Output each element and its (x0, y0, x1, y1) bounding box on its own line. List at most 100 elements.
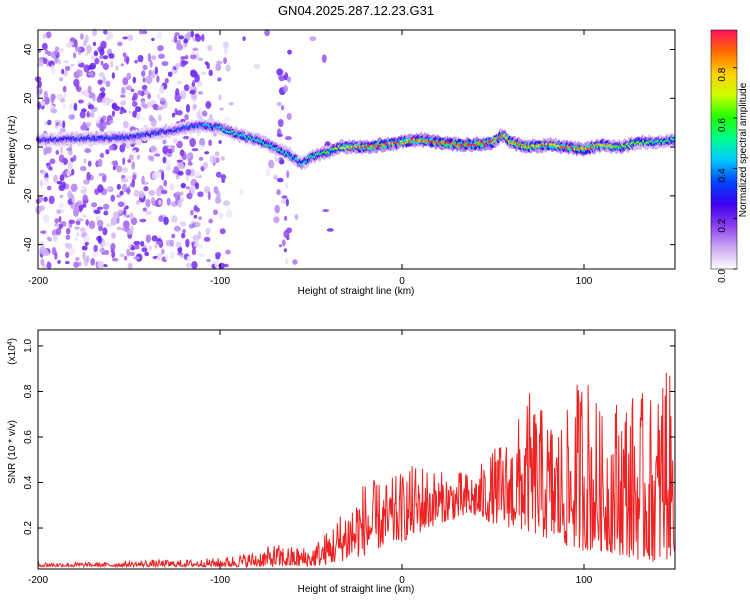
heatmap-cell (200, 71, 207, 75)
heatmap-cell (81, 245, 88, 251)
heatmap-cell (92, 41, 97, 47)
heatmap-cell (176, 140, 183, 149)
heatmap-cell (102, 55, 109, 60)
heatmap-cell (134, 59, 139, 64)
colorbar-label: Normalized spectral amplitude (738, 82, 749, 217)
heatmap-cell (121, 167, 128, 173)
heatmap-cell (100, 91, 106, 98)
heatmap-cell (56, 180, 63, 185)
spectrogram-frame (37, 29, 676, 270)
heatmap-cell (182, 229, 187, 234)
heatmap-cell (142, 103, 148, 109)
heatmap-cell (45, 31, 52, 39)
heatmap-cell (82, 203, 87, 208)
heatmap-cell (120, 94, 126, 98)
heatmap-cell (122, 220, 130, 229)
heatmap-cell (221, 179, 225, 183)
heatmap-cell (185, 238, 190, 248)
heatmap-cell (207, 191, 211, 201)
heatmap-cell (68, 114, 75, 120)
heatmap-cell (197, 191, 204, 198)
heatmap-cell (56, 209, 62, 214)
colorbar-tick-label: 0.4 (717, 168, 728, 182)
snr-scale-prefix: (x10 (7, 345, 18, 365)
heatmap-cell (142, 64, 148, 71)
heatmap-cell (203, 161, 209, 169)
heatmap-cell (218, 140, 222, 144)
heatmap-cell (59, 194, 64, 199)
snr-series-line (37, 372, 676, 569)
heatmap-cell (44, 49, 49, 55)
heatmap-cell (199, 144, 203, 151)
heatmap-cell (176, 80, 183, 85)
heatmap-cell (220, 156, 225, 161)
heatmap-cell (273, 216, 280, 224)
snr-scale-label: (x104) (7, 338, 19, 365)
heatmap-cell (87, 85, 92, 94)
heatmap-cell (185, 174, 190, 181)
heatmap-cell (133, 240, 141, 246)
heatmap-cell (137, 54, 144, 63)
heatmap-cell (112, 210, 119, 220)
heatmap-cell (119, 253, 125, 258)
heatmap-cell (176, 191, 183, 196)
heatmap-cell (90, 257, 96, 266)
heatmap-cell (188, 85, 195, 90)
heatmap-cell (90, 55, 96, 62)
heatmap-cell (154, 243, 158, 249)
heatmap-cell (73, 102, 78, 112)
heatmap-cell (125, 85, 132, 91)
heatmap-cell (63, 93, 67, 98)
heatmap-cell (76, 218, 84, 222)
heatmap-cell (68, 150, 73, 156)
heatmap-cell (95, 119, 100, 124)
heatmap-cell (157, 199, 162, 206)
heatmap-cell (126, 72, 132, 81)
heatmap-cell (84, 241, 89, 246)
heatmap-cell (197, 91, 204, 95)
heatmap-cell (129, 212, 134, 220)
heatmap-cell (282, 85, 289, 93)
heatmap-cell (86, 110, 90, 118)
heatmap-cell (37, 195, 44, 203)
heatmap-cell (223, 57, 228, 65)
heatmap-cell (165, 253, 169, 261)
heatmap-cell (46, 185, 52, 191)
heatmap-cell (214, 151, 220, 157)
heatmap-cell (39, 246, 47, 255)
heatmap-cell (175, 62, 181, 69)
heatmap-cell (157, 114, 162, 122)
bottom-x-ticks: -200 -100 0 100 (28, 330, 593, 586)
heatmap-cell (176, 252, 184, 256)
heatmap-cell (278, 244, 283, 248)
heatmap-cell (156, 256, 162, 261)
heatmap-cell (213, 186, 219, 194)
heatmap-cell (49, 158, 56, 165)
heatmap-cell (82, 123, 88, 131)
heatmap-cell (195, 34, 202, 42)
heatmap-cell (204, 151, 210, 155)
heatmap-cell (99, 54, 104, 59)
heatmap-cell (277, 177, 284, 183)
heatmap-cell (46, 261, 51, 270)
heatmap-cell (94, 57, 100, 65)
heatmap-cell (190, 69, 198, 78)
heatmap-cell (158, 53, 165, 59)
heatmap-cell (108, 53, 115, 59)
heatmap-cell (161, 248, 165, 255)
heatmap-cell (36, 89, 42, 94)
heatmap-cell (281, 195, 288, 199)
heatmap-cell (195, 207, 200, 213)
heatmap-cell (84, 148, 92, 154)
heatmap-cell (40, 170, 47, 175)
heatmap-cell (208, 69, 213, 77)
heatmap-cell (62, 120, 66, 129)
heatmap-cell (174, 199, 179, 206)
heatmap-cell (198, 57, 204, 61)
heatmap-cell (197, 80, 203, 87)
heatmap-cell (145, 210, 152, 215)
heatmap-cell (85, 219, 89, 226)
heatmap-cell (51, 247, 57, 256)
heatmap-cell (159, 85, 165, 94)
heatmap-cell (43, 196, 48, 202)
